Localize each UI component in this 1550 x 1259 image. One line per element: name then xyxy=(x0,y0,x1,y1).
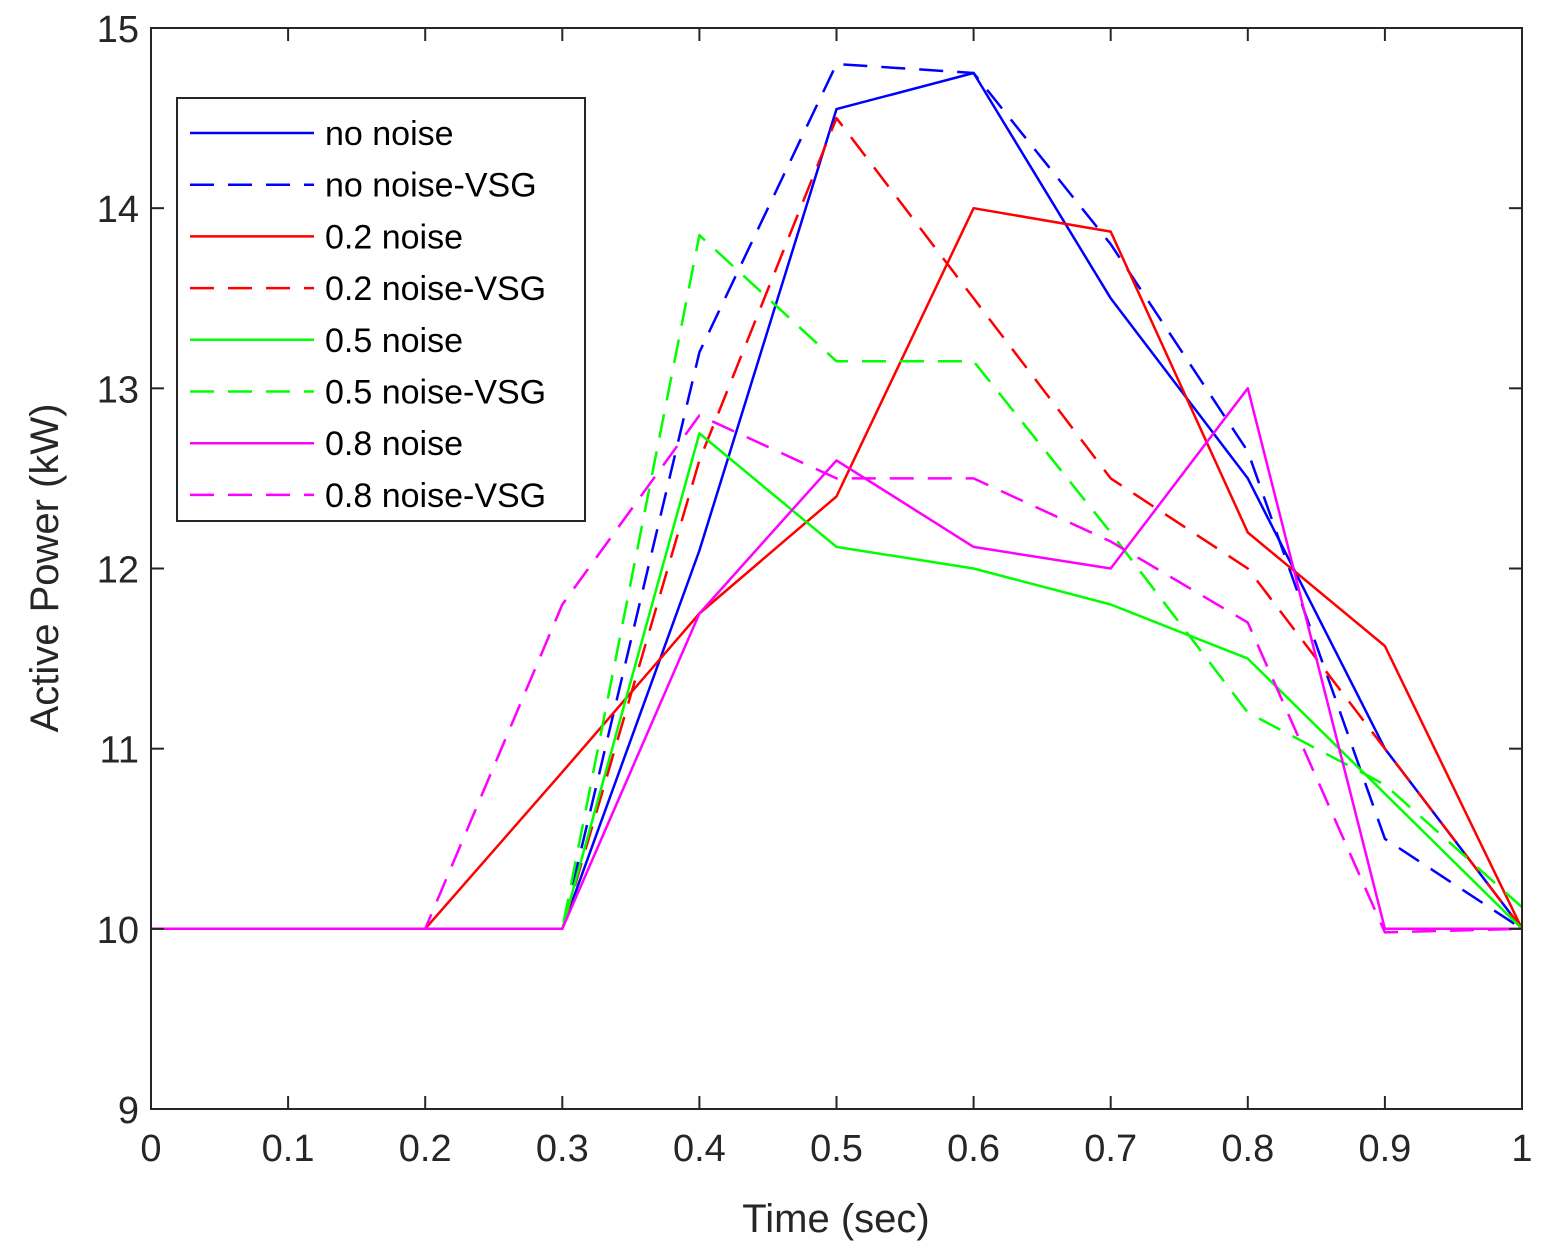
y-tick-label: 15 xyxy=(97,9,139,51)
legend-label-0-2-noise-vsg: 0.2 noise-VSG xyxy=(325,270,546,308)
tick-layer: 0 0.1 0.2 0.3 0.4 0.5 0.6 0.7 0.8 0.9 1 9 10 11 12 13 14… xyxy=(97,9,1533,1170)
x-tick-label: 0.1 xyxy=(262,1128,315,1170)
legend-label-0-5-noise-vsg: 0.5 noise-VSG xyxy=(325,374,546,412)
legend-label-no-noise-vsg: no noise-VSG xyxy=(325,167,537,205)
legend-box xyxy=(176,97,586,522)
x-tick-label: 0 xyxy=(140,1128,161,1170)
x-tick-label: 0.6 xyxy=(947,1128,1000,1170)
y-axis-label: Active Power (kW) xyxy=(23,404,67,733)
series-line-0-8-noise-vsg xyxy=(151,414,1523,934)
y-tick-label: 13 xyxy=(97,369,139,411)
legend-label-0-8-noise: 0.8 noise xyxy=(325,425,463,463)
series-layer xyxy=(151,62,1524,934)
legend-label-0-2-noise: 0.2 noise xyxy=(325,218,463,256)
x-tick-label: 0.8 xyxy=(1221,1128,1274,1170)
y-tick-label: 12 xyxy=(97,550,139,592)
x-tick-label: 0.2 xyxy=(399,1128,452,1170)
x-tick-label: 0.9 xyxy=(1358,1128,1411,1170)
y-tick-label: 9 xyxy=(118,1090,139,1132)
x-tick-label: 0.7 xyxy=(1084,1128,1137,1170)
legend-label-no-noise: no noise xyxy=(325,115,454,153)
legend-label-0-8-noise-vsg: 0.8 noise-VSG xyxy=(325,477,546,515)
y-tick-label: 14 xyxy=(97,189,139,231)
x-tick-label: 0.5 xyxy=(810,1128,863,1170)
legend: no noise no noise-VSG 0.2 noise 0.2 noise-V… xyxy=(176,97,586,522)
y-tick-label: 10 xyxy=(97,910,139,952)
x-tick-label: 0.3 xyxy=(536,1128,589,1170)
x-axis-label: Time (sec) xyxy=(742,1197,929,1241)
x-tick-label: 1 xyxy=(1511,1128,1532,1170)
legend-label-0-5-noise: 0.5 noise xyxy=(325,322,463,360)
x-tick-label: 0.4 xyxy=(673,1128,726,1170)
y-tick-label: 11 xyxy=(100,730,139,772)
